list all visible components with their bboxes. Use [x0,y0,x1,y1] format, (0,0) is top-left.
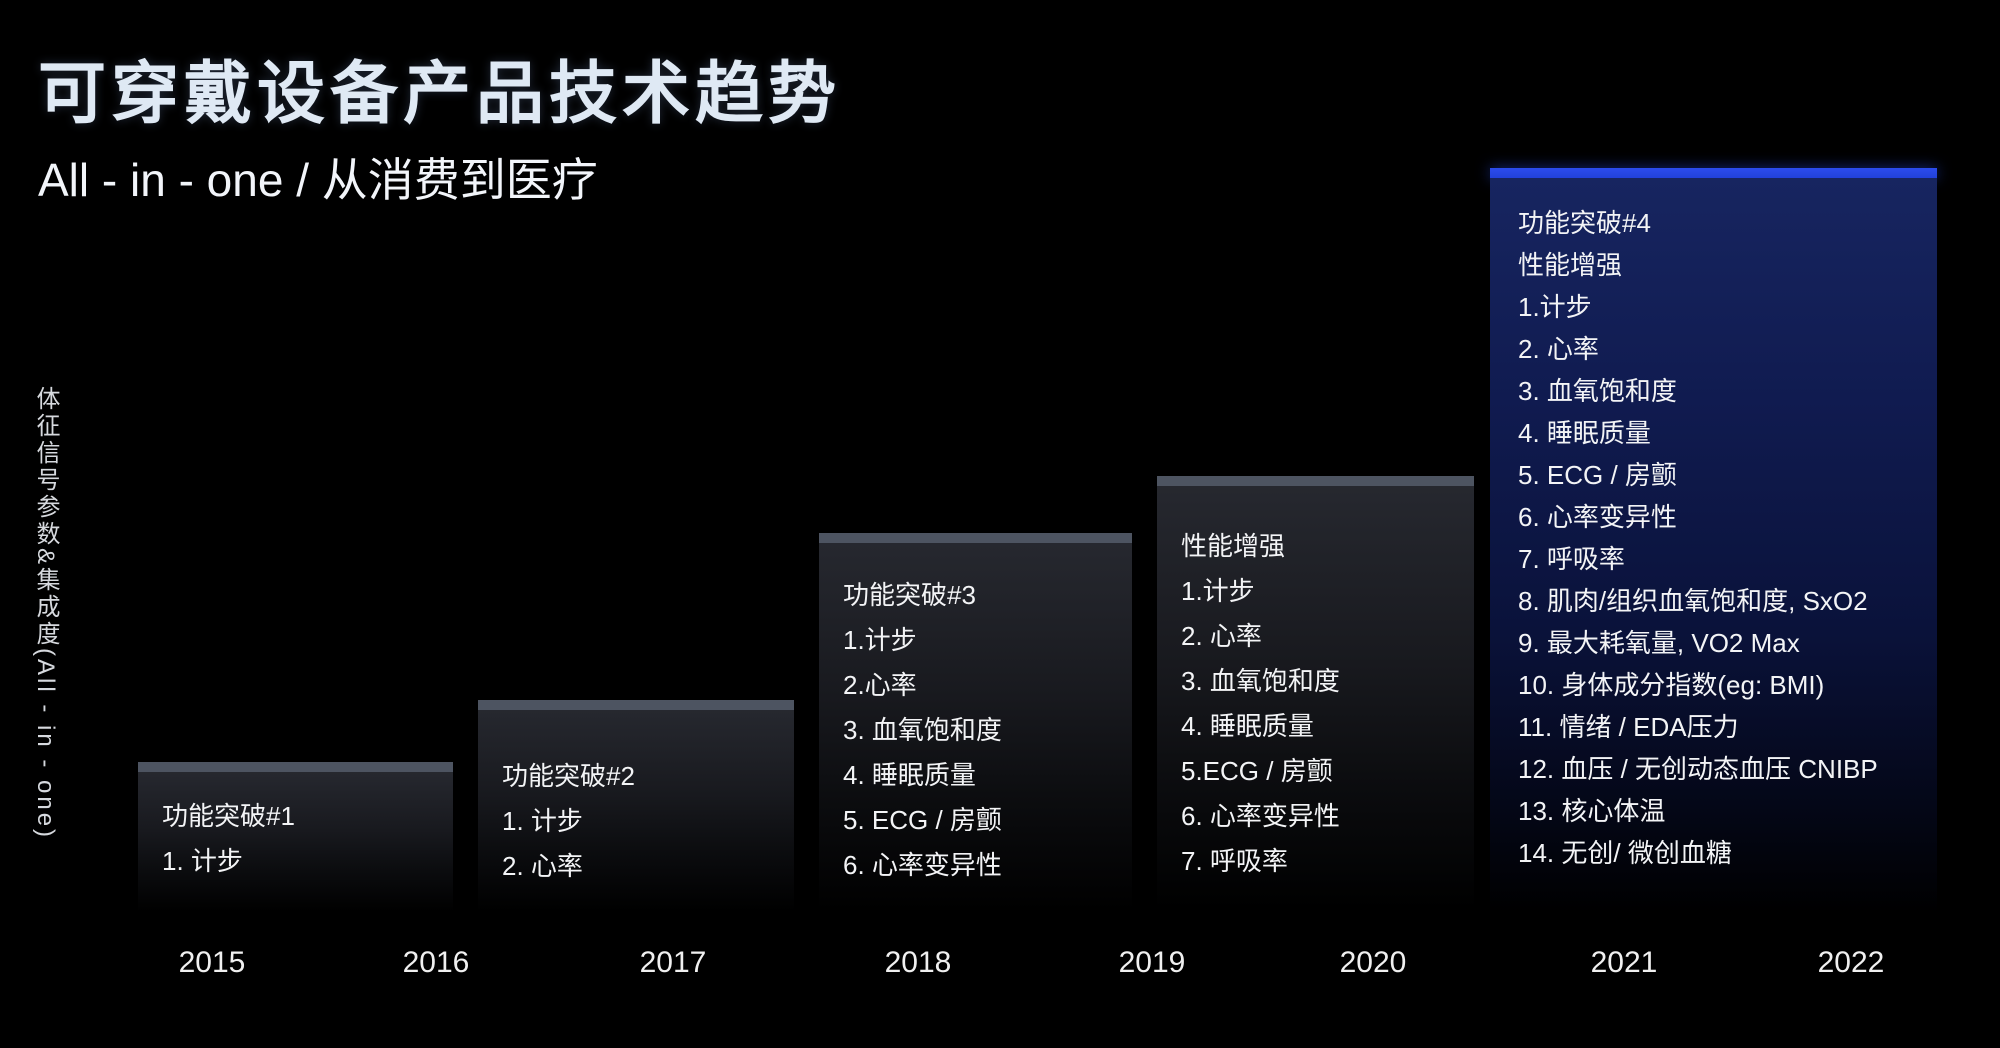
step-body: 性能增强 1.计步 2. 心率 3. 血氧饱和度 4. 睡眠质量 5.ECG /… [1157,486,1474,910]
step-heading: 功能突破#4 [1518,208,1651,238]
y-axis-label: 体征信号参数&集成度(All - in - one) [32,386,59,841]
step-top-bar [1490,168,1937,178]
page-title: 可穿戴设备产品技术趋势 [38,56,842,132]
step-top-bar [1157,476,1474,486]
step-line: 3. 血氧饱和度 [843,715,1002,745]
step-line: 12. 血压 / 无创动态血压 CNIBP [1518,754,1878,784]
year-label-2021: 2021 [1590,946,1658,979]
step-line: 1.计步 [1181,576,1255,606]
step-line: 4. 睡眠质量 [1518,418,1651,448]
year-label-2019: 2019 [1118,946,1186,979]
year-label-2020: 2020 [1339,946,1407,979]
step-line: 1. 计步 [502,806,583,836]
step-line: 14. 无创/ 微创血糖 [1518,838,1732,868]
step-line: 13. 核心体温 [1518,796,1666,826]
step-line: 3. 血氧饱和度 [1518,376,1677,406]
year-label-2022: 2022 [1817,946,1885,979]
step-heading: 功能突破#1 [162,801,295,831]
step-line: 8. 肌肉/组织血氧饱和度, SxO2 [1518,586,1868,616]
step-line: 1.计步 [843,625,917,655]
step-line: 1. 计步 [162,846,243,876]
step-heading: 性能增强 [1181,531,1286,561]
step-body: 功能突破#1 1. 计步 [138,772,453,912]
step-body: 功能突破#3 1.计步 2.心率 3. 血氧饱和度 4. 睡眠质量 5. ECG… [819,543,1132,911]
step-box-2: 功能突破#2 1. 计步 2. 心率 [478,700,794,912]
step-box-5: 功能突破#4 性能增强 1.计步 2. 心率 3. 血氧饱和度 4. 睡眠质量 … [1490,168,1937,913]
step-box-3: 功能突破#3 1.计步 2.心率 3. 血氧饱和度 4. 睡眠质量 5. ECG… [819,533,1132,911]
step-top-bar [478,700,794,710]
step-line: 7. 呼吸率 [1181,846,1288,876]
step-line: 9. 最大耗氧量, VO2 Max [1518,628,1800,658]
step-body: 功能突破#2 1. 计步 2. 心率 [478,710,794,912]
step-line: 2.心率 [843,670,917,700]
step-top-bar [138,762,453,772]
page-subtitle: All - in - one / 从消费到医疗 [38,154,598,206]
year-label-2017: 2017 [639,946,707,979]
step-line: 2. 心率 [1518,334,1599,364]
step-box-1: 功能突破#1 1. 计步 [138,762,453,912]
step-line: 5. ECG / 房颤 [1518,460,1677,490]
step-line: 4. 睡眠质量 [843,760,976,790]
step-line: 6. 心率变异性 [843,850,1002,880]
year-label-2016: 2016 [402,946,470,979]
step-box-4: 性能增强 1.计步 2. 心率 3. 血氧饱和度 4. 睡眠质量 5.ECG /… [1157,476,1474,910]
step-top-bar [819,533,1132,543]
step-line: 2. 心率 [1181,621,1262,651]
step-line: 6. 心率变异性 [1518,502,1677,532]
step-line: 7. 呼吸率 [1518,544,1625,574]
step-line: 2. 心率 [502,851,583,881]
step-line: 6. 心率变异性 [1181,801,1340,831]
step-body: 功能突破#4 性能增强 1.计步 2. 心率 3. 血氧饱和度 4. 睡眠质量 … [1490,178,1937,913]
step-heading: 功能突破#2 [502,761,635,791]
step-heading: 功能突破#3 [843,580,976,610]
step-heading: 性能增强 [1518,250,1623,280]
year-label-2018: 2018 [884,946,952,979]
step-line: 5.ECG / 房颤 [1181,756,1333,786]
step-line: 11. 情绪 / EDA压力 [1518,712,1739,742]
step-line: 5. ECG / 房颤 [843,805,1002,835]
step-line: 10. 身体成分指数(eg: BMI) [1518,670,1825,700]
step-line: 3. 血氧饱和度 [1181,666,1340,696]
step-line: 1.计步 [1518,292,1592,322]
year-label-2015: 2015 [178,946,246,979]
step-line: 4. 睡眠质量 [1181,711,1314,741]
